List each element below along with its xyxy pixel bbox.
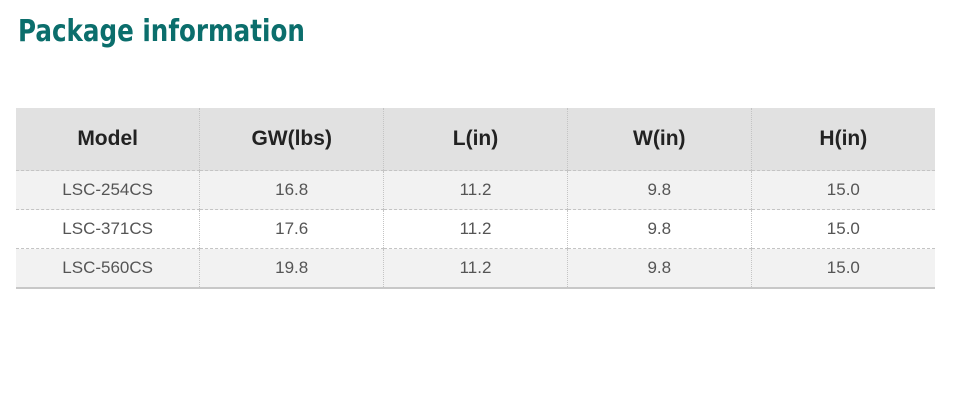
table-row: LSC-371CS 17.6 11.2 9.8 15.0 bbox=[16, 209, 935, 249]
table-cell: 9.8 bbox=[566, 248, 752, 289]
column-header: W(in) bbox=[566, 108, 752, 171]
column-header: Model bbox=[16, 108, 200, 171]
table-cell: 17.6 bbox=[199, 209, 384, 249]
table-cell: 15.0 bbox=[750, 248, 935, 289]
table-cell: LSC-371CS bbox=[16, 209, 200, 249]
header-row: Model GW(lbs) L(in) W(in) H(in) bbox=[16, 108, 935, 171]
table-cell: 19.8 bbox=[199, 248, 384, 289]
table-cell: 15.0 bbox=[750, 170, 935, 210]
table-cell: 9.8 bbox=[566, 209, 752, 249]
table-cell: LSC-560CS bbox=[16, 248, 200, 289]
table-cell: 16.8 bbox=[199, 170, 384, 210]
column-header: H(in) bbox=[750, 108, 935, 171]
table-cell: 11.2 bbox=[383, 209, 568, 249]
table-cell: 11.2 bbox=[383, 170, 568, 210]
table-row: LSC-254CS 16.8 11.2 9.8 15.0 bbox=[16, 170, 935, 210]
table-cell: 9.8 bbox=[566, 170, 752, 210]
table-row: LSC-560CS 19.8 11.2 9.8 15.0 bbox=[16, 248, 935, 289]
table-cell: LSC-254CS bbox=[16, 170, 200, 210]
package-table: Model GW(lbs) L(in) W(in) H(in) LSC-254CS 16.8… bbox=[16, 108, 935, 289]
column-header: L(in) bbox=[383, 108, 568, 171]
page-title: Package information bbox=[18, 14, 305, 49]
column-header: GW(lbs) bbox=[199, 108, 384, 171]
table-cell: 11.2 bbox=[383, 248, 568, 289]
table-cell: 15.0 bbox=[750, 209, 935, 249]
